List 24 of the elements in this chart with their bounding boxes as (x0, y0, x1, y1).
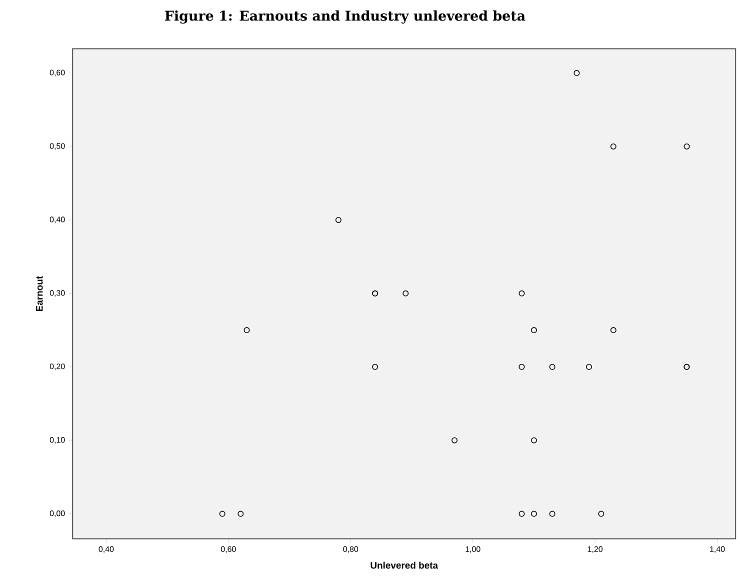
point (530, 327, 537, 334)
point (684, 143, 690, 150)
point (518, 290, 525, 296)
y-axis-title: Earnout (36, 276, 43, 312)
point (530, 510, 537, 517)
point (598, 510, 604, 517)
x-axis-title: Unlevered beta (370, 562, 438, 569)
point (549, 364, 556, 370)
point (574, 70, 580, 76)
point (610, 143, 616, 150)
point (530, 437, 537, 444)
point (335, 216, 342, 223)
point (452, 437, 458, 444)
chart-title: Figure 1: Earnouts and Industry unlevered beta (165, 10, 526, 24)
point (244, 327, 250, 334)
point (219, 510, 226, 517)
point (518, 510, 525, 517)
point (402, 290, 409, 296)
point (518, 364, 525, 370)
point (238, 510, 244, 517)
point (610, 327, 616, 334)
point (586, 364, 592, 370)
point (549, 510, 556, 517)
point (372, 364, 378, 370)
